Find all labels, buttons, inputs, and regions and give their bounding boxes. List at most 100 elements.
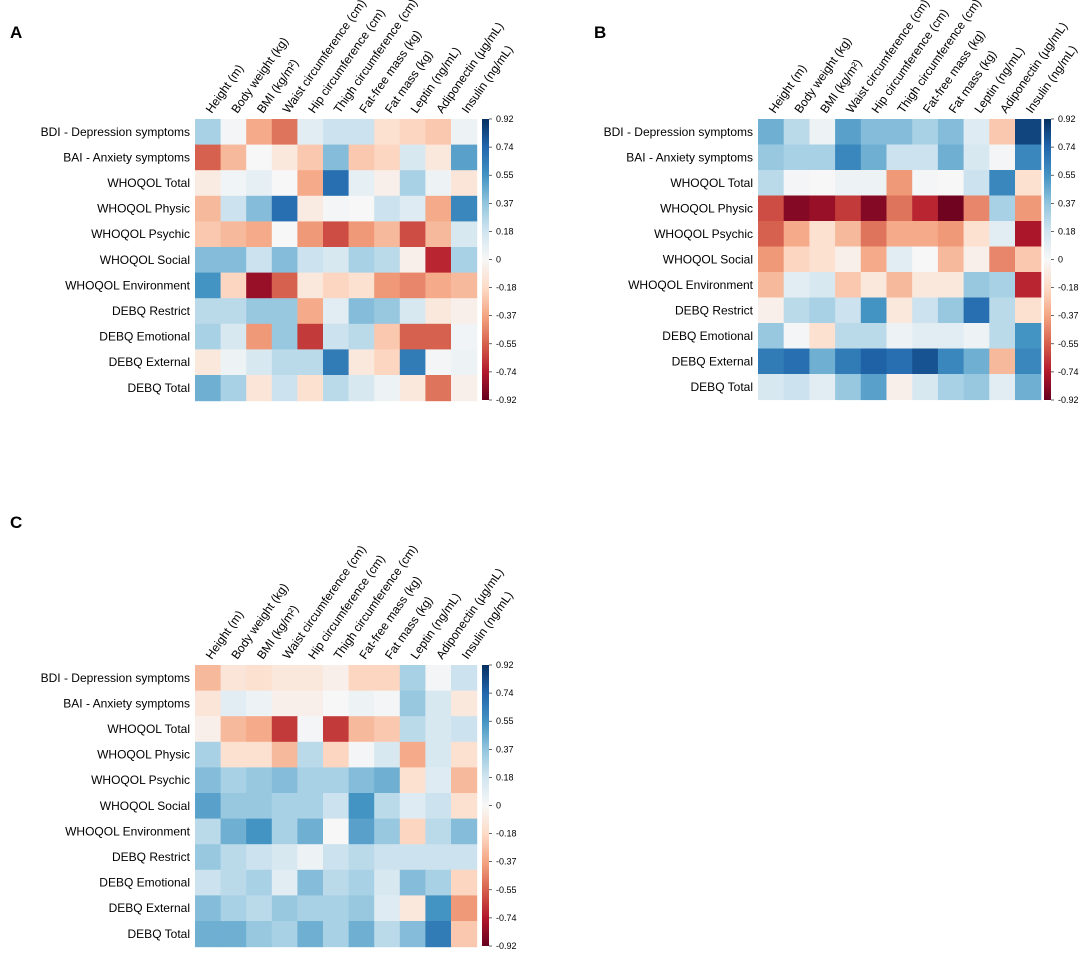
heatmap-cell [297,272,324,299]
heatmap-cell [399,716,426,743]
heatmap-cell [246,375,273,402]
heatmap-cell [937,272,965,299]
heatmap-cell [323,818,350,845]
heatmap-cell [374,375,401,402]
heatmap-cell [425,119,452,146]
panel-letter: B [594,23,606,42]
heatmap-cell [374,844,401,871]
heatmap-cell [425,323,452,350]
row-label: WHOQOL Psychic [91,773,190,787]
heatmap-cell [297,665,324,692]
heatmap-cell [323,195,350,222]
heatmap-cell [399,844,426,871]
colorbar: 0.92 0.74 0.55 0.37 0.18 0 -0.18 -0.37 -0.55 -0.7… [1044,114,1079,405]
heatmap-cell [374,170,401,197]
heatmap-cell [374,247,401,274]
heatmap-cell [399,221,426,248]
heatmap-cell [348,170,375,197]
heatmap-cell [246,895,273,922]
row-label: DEBQ Total [691,380,753,394]
heatmap-cell [809,119,836,146]
heatmap-cell [271,921,298,948]
heatmap-cell [246,323,273,350]
heatmap-cell [348,741,375,768]
colorbar-tick-label: 0 [496,801,501,811]
heatmap-cell [809,221,836,248]
heatmap-cell [886,221,913,248]
heatmap-cell [220,144,247,171]
heatmap-cell [989,144,1016,171]
heatmap-cell [374,741,401,768]
heatmap-cell [963,195,990,222]
heatmap-cell [886,323,913,350]
heatmap-cell [271,247,298,274]
colorbar-tick-label: 0.92 [1058,114,1076,124]
heatmap-cell [323,170,350,197]
heatmap-cell [783,246,810,273]
heatmap-cell [348,793,375,820]
heatmap-cell [758,297,785,324]
heatmap-cell [425,895,452,922]
heatmap-cell [1015,144,1042,171]
heatmap-cell [451,375,478,402]
heatmap-cell [271,895,298,922]
heatmap-cell [989,170,1016,197]
colorbar: 0.92 0.74 0.55 0.37 0.18 0 -0.18 -0.37 -0.55 -0.7… [482,660,517,951]
heatmap-cell [195,690,222,717]
heatmap-cell [271,741,298,768]
heatmap-cell [297,375,324,402]
heatmap-cell [860,195,888,222]
heatmap-cell [323,895,350,922]
heatmap-cell [835,144,862,171]
colorbar-gradient [482,119,489,400]
heatmap-cell [195,767,222,794]
heatmap-cell [271,375,298,402]
heatmap-cell [399,665,426,692]
heatmap-cell [399,741,426,768]
colorbar-tick-label: -0.37 [496,857,517,867]
heatmap-cell [1015,246,1042,273]
heatmap-cell [860,119,888,146]
heatmap-cell [809,323,836,350]
row-label: BAI - Anxiety symptoms [63,150,190,164]
heatmap-cell [297,247,324,274]
colorbar-tick-label: -0.18 [496,829,517,839]
colorbar-tick-label: 0.55 [496,716,514,726]
colorbar: 0.92 0.74 0.55 0.37 0.18 0 -0.18 -0.37 -0.55 -0.7… [482,114,517,405]
row-label: WHOQOL Social [100,799,190,813]
heatmap-cell [451,170,478,197]
heatmap-cell [912,119,939,146]
heatmap-cell [348,298,375,325]
heatmap-cell [271,793,298,820]
colorbar-tick-label: -0.74 [1058,367,1079,377]
heatmap-cell [297,869,324,896]
colorbar-tick-label: -0.37 [1058,311,1079,321]
heatmap-cell [297,793,324,820]
heatmap-cell [195,741,222,768]
heatmap-cell [323,323,350,350]
row-label: WHOQOL Total [107,722,190,736]
heatmap-cell [425,818,452,845]
heatmap-cell [399,144,426,171]
heatmap-cell [937,170,965,197]
row-label: WHOQOL Environment [65,824,191,838]
heatmap-cell [886,374,913,401]
heatmap-cell [323,119,350,146]
heatmap-cell [220,895,247,922]
heatmap-cell [809,272,836,299]
heatmap-cell [374,665,401,692]
row-label: WHOQOL Psychic [91,227,190,241]
heatmap-cell [835,246,862,273]
heatmap-cell [246,665,273,692]
heatmap-cell [220,869,247,896]
heatmap-cell [195,921,222,948]
row-label: BDI - Depression symptoms [41,671,190,685]
heatmap-cell [835,323,862,350]
heatmap-cell [399,375,426,402]
heatmap-cell [886,297,913,324]
heatmap-cell [912,297,939,324]
heatmap-cell [809,374,836,401]
heatmap-cell [246,119,273,146]
heatmap-cell [399,195,426,222]
heatmap-cell [297,298,324,325]
